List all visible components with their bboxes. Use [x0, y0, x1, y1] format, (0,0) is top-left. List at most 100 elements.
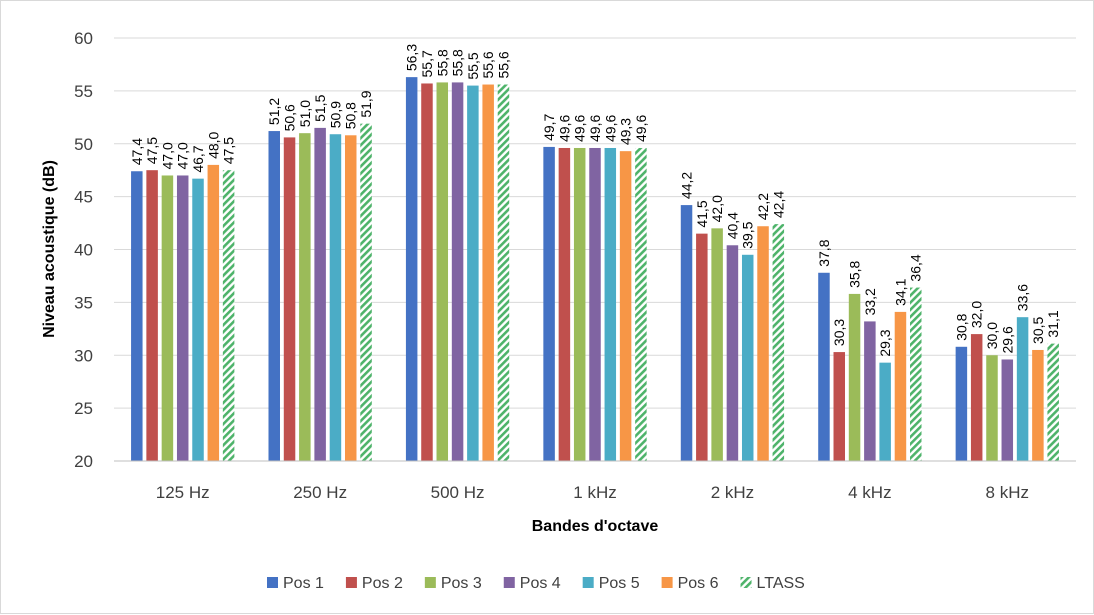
data-label: 33,2	[862, 288, 878, 315]
data-label: 37,8	[816, 239, 832, 266]
data-label: 51,2	[266, 98, 282, 125]
data-label: 35,8	[847, 260, 863, 287]
legend-swatch	[582, 577, 594, 588]
bar-pos-2	[833, 352, 846, 461]
data-label: 30,8	[953, 313, 969, 340]
legend-item: LTASS	[740, 575, 805, 592]
data-label: 42,2	[755, 193, 771, 220]
bar-pos-3	[299, 133, 311, 462]
bar-pos-5	[1016, 317, 1029, 461]
data-label: 56,3	[404, 44, 420, 71]
x-tick-label: 2 kHz	[711, 483, 754, 502]
x-tick-label: 1 kHz	[573, 483, 616, 502]
data-label: 44,2	[679, 172, 695, 199]
bar-pos-3	[711, 228, 723, 461]
y-tick-label: 25	[74, 399, 93, 418]
bar-pos-6	[1032, 349, 1044, 461]
bar-pos-1	[131, 171, 143, 461]
bar-pos-5	[604, 147, 617, 462]
data-label: 51,0	[297, 100, 313, 127]
data-label: 47,5	[221, 137, 237, 164]
bar-ltass	[360, 123, 372, 461]
data-label: 55,6	[480, 51, 496, 78]
legend-item: Pos 4	[503, 575, 561, 592]
legend-swatch	[503, 577, 515, 588]
bar-pos-2	[283, 137, 296, 461]
data-label: 49,7	[541, 113, 557, 140]
bar-pos-5	[467, 85, 479, 462]
bar-pos-4	[864, 321, 876, 461]
data-label: 51,9	[358, 90, 374, 117]
bar-pos-5	[741, 254, 754, 461]
legend-item: Pos 2	[345, 575, 403, 592]
y-tick-label: 55	[74, 82, 93, 101]
bar-ltass	[497, 84, 510, 461]
legend-swatch	[740, 577, 752, 588]
legend-item: Pos 6	[661, 575, 719, 592]
data-label: 50,9	[327, 101, 343, 128]
bar-pos-3	[986, 355, 998, 461]
legend-swatch	[345, 577, 357, 588]
bar-pos-6	[344, 135, 357, 462]
bar-pos-1	[955, 346, 968, 461]
bar-pos-6	[619, 151, 632, 461]
data-label: 55,7	[419, 50, 435, 77]
bar-ltass	[1047, 343, 1059, 461]
data-label: 42,0	[709, 195, 725, 222]
x-tick-label: 500 Hz	[431, 483, 485, 502]
x-tick-label: 8 kHz	[986, 483, 1029, 502]
bar-pos-4	[589, 147, 601, 462]
data-label: 32,0	[969, 301, 985, 328]
legend-label: Pos 4	[520, 575, 561, 592]
bar-pos-1	[268, 131, 280, 461]
legend-swatch	[267, 577, 278, 588]
data-label: 50,8	[343, 102, 359, 129]
y-tick-label: 30	[74, 346, 93, 365]
bar-pos-5	[329, 134, 342, 462]
legend-label: Pos 2	[362, 575, 403, 592]
x-tick-label: 250 Hz	[293, 483, 347, 502]
data-label: 51,5	[312, 94, 328, 121]
data-label: 48,0	[205, 131, 221, 158]
data-label: 30,0	[984, 322, 1000, 349]
data-label: 47,0	[159, 142, 175, 169]
bar-pos-1	[405, 77, 418, 461]
legend-item: Pos 3	[424, 575, 482, 592]
bar-ltass	[222, 170, 235, 461]
bar-pos-2	[421, 83, 433, 461]
y-tick-label: 35	[74, 293, 93, 312]
data-label: 49,3	[618, 118, 634, 145]
bar-pos-2	[970, 334, 983, 461]
data-label: 55,6	[495, 51, 511, 78]
bar-pos-3	[573, 147, 586, 462]
data-label: 29,6	[999, 326, 1015, 353]
bar-pos-4	[726, 245, 739, 461]
bar-ltass	[772, 224, 785, 461]
bar-ltass	[635, 147, 647, 462]
data-label: 39,5	[740, 221, 756, 248]
x-axis-ticks: 125 Hz 250 Hz 500 Hz 1 kHz 2 kHz 4 kHz 8 kHz	[156, 483, 1029, 502]
bar-pos-1	[543, 146, 555, 462]
bar-pos-3	[161, 175, 174, 461]
data-label: 34,1	[892, 278, 908, 305]
bar-pos-6	[894, 311, 907, 461]
bar-pos-4	[176, 175, 189, 461]
data-label: 55,8	[434, 49, 450, 76]
bar-pos-4	[314, 127, 326, 461]
data-label: 40,4	[724, 212, 740, 239]
bar-ltass	[910, 287, 922, 461]
bar-pos-6	[482, 84, 494, 461]
data-labels: 47,4 47,5 47,0 47,0 46,748,0 47,551,2 50,6 51,0…	[129, 44, 1061, 357]
data-label: 55,5	[465, 52, 481, 79]
y-axis-title: Niveau acoustique (dB)	[41, 160, 58, 338]
data-label: 55,8	[450, 49, 466, 76]
y-axis-ticks: 20 25 30 35 40 45 50 55 60	[74, 29, 93, 471]
legend-item: Pos 1	[267, 575, 324, 592]
data-label: 46,7	[190, 145, 206, 172]
legend-label: Pos 5	[599, 575, 640, 592]
data-label: 42,4	[770, 191, 786, 218]
legend-swatch	[661, 577, 673, 588]
data-label: 30,3	[831, 319, 847, 346]
